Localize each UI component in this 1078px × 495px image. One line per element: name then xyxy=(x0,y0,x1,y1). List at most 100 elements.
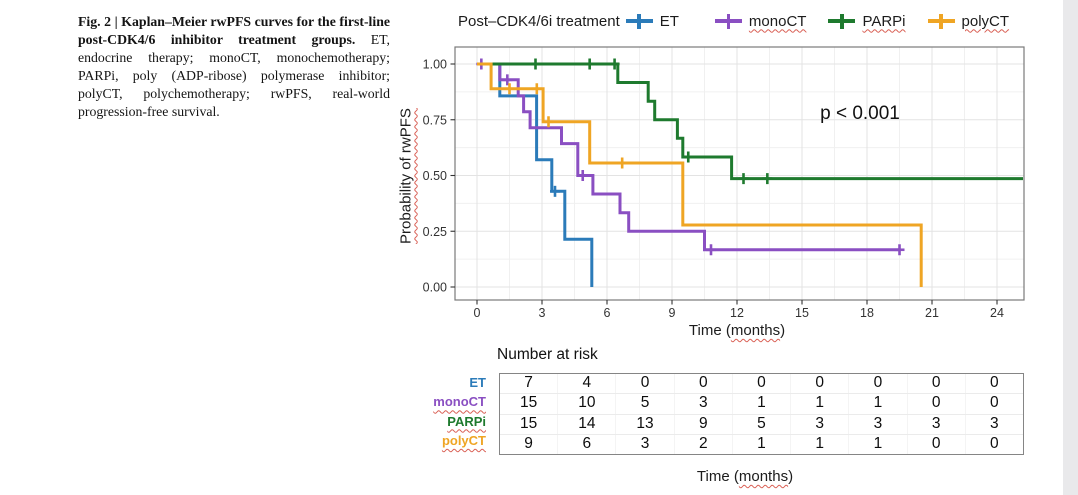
risk-table-row-monoCT: 15 10 5 3 1 1 1 0 0 xyxy=(500,393,1023,414)
km-curve-PARPi xyxy=(477,62,1023,181)
legend-key-icon-monoct xyxy=(714,13,742,29)
y-axis-title: Probability of rwPFS xyxy=(397,108,415,244)
x-axis-title-suffix: ) xyxy=(788,468,794,485)
risk-count-cell: 1 xyxy=(848,394,906,414)
legend-key-icon-et xyxy=(625,13,653,29)
risk-count-cell: 1 xyxy=(731,394,790,414)
risk-count-cell: 0 xyxy=(906,434,965,455)
risk-table-row-labels: ET monoCT PARPi polyCT xyxy=(398,373,486,450)
x-axis-title: Time (months) xyxy=(592,322,882,339)
risk-count-cell: 1 xyxy=(848,434,906,455)
legend-key-icon-parpi xyxy=(828,13,856,29)
risk-count-cell: 5 xyxy=(731,414,790,434)
p-value-annotation: p < 0.001 xyxy=(820,103,900,124)
y-tick-label: 0.75 xyxy=(423,113,447,127)
y-tick-label: 1.00 xyxy=(423,58,447,72)
risk-count-cell: 6 xyxy=(557,434,615,455)
legend-item-polyct: polyCT xyxy=(927,12,1010,30)
risk-row-label-ET: ET xyxy=(469,375,486,390)
risk-count-cell: 3 xyxy=(848,414,906,434)
risk-count-cell: 0 xyxy=(848,374,906,394)
risk-count-cell: 0 xyxy=(964,374,1023,394)
risk-count-cell: 3 xyxy=(964,414,1023,434)
km-survival-plot: 0 3 6 9 12 15 18 21 24 1.00 0.75 0.50 0.25 0.00 xyxy=(423,46,1025,320)
x-axis-title-suffix: ) xyxy=(780,322,786,339)
risk-count-cell: 13 xyxy=(615,414,673,434)
risk-count-cell: 0 xyxy=(731,374,790,394)
legend-label-parpi: PARPi xyxy=(862,12,906,30)
risk-count-cell: 15 xyxy=(519,394,538,412)
legend-label-monoct: monoCT xyxy=(748,12,807,30)
risk-table-x-axis-title: Time (months) xyxy=(600,468,890,485)
risk-count-cell: 0 xyxy=(906,394,965,414)
panel-border xyxy=(454,46,1025,301)
risk-count-cell: 0 xyxy=(790,374,848,394)
x-axis-title-word: months xyxy=(730,322,781,339)
legend-key-icon-polyct xyxy=(927,13,955,29)
key-vertical-bar xyxy=(637,13,642,29)
legend-label-polyct: polyCT xyxy=(961,12,1010,30)
km-curve-ET xyxy=(477,62,594,287)
risk-count-cell: 15 xyxy=(519,414,538,432)
km-curve-polyCT xyxy=(477,62,923,287)
x-tick-label: 21 xyxy=(925,306,939,320)
risk-count-cell: 0 xyxy=(673,374,732,394)
x-tick-label: 15 xyxy=(795,306,809,320)
legend-item-et: ET xyxy=(625,12,679,30)
y-tick-label: 0.00 xyxy=(423,281,447,295)
key-vertical-bar xyxy=(726,13,731,29)
legend-item-parpi: PARPi xyxy=(828,12,906,30)
x-tick-label: 12 xyxy=(730,306,744,320)
x-axis-title-word: months xyxy=(738,468,789,485)
risk-count-cell: 9 xyxy=(673,414,732,434)
risk-count-cell: 0 xyxy=(615,374,673,394)
legend-title: Post–CDK4/6i treatment xyxy=(458,12,620,30)
y-tick-label: 0.25 xyxy=(423,225,447,239)
risk-table-title: Number at risk xyxy=(497,346,598,363)
risk-count-cell: 10 xyxy=(557,394,615,414)
figure-caption: Fig. 2 | Kaplan–Meier rwPFS curves for t… xyxy=(78,13,390,120)
page-edge-strip xyxy=(1063,0,1078,495)
legend-label-et: ET xyxy=(659,12,679,30)
x-tick-label: 6 xyxy=(604,306,611,320)
risk-count-cell: 9 xyxy=(524,434,533,452)
x-tick-label: 9 xyxy=(669,306,676,320)
chart-legend: Post–CDK4/6i treatment ET monoCT PARPi p… xyxy=(458,8,1033,34)
key-vertical-bar xyxy=(840,13,844,29)
x-tick-label: 0 xyxy=(474,306,481,320)
risk-count-cell: 5 xyxy=(615,394,673,414)
risk-count-cell: 1 xyxy=(790,434,848,455)
risk-row-label-monoCT: monoCT xyxy=(433,394,486,410)
risk-count-cell: 3 xyxy=(673,394,732,414)
x-tick-label: 3 xyxy=(539,306,546,320)
risk-count-cell: 2 xyxy=(673,434,732,455)
y-tick-label: 0.50 xyxy=(423,169,447,183)
caption-body: ET, endocrine therapy; monoCT, monochemo… xyxy=(78,31,390,119)
risk-count-cell: 3 xyxy=(790,414,848,434)
risk-count-cell: 3 xyxy=(906,414,965,434)
number-at-risk-table: 7 4 0 0 0 0 0 0 0 15 10 5 3 1 1 1 0 0 15 14 13 9 5 3 3 3 3 9 6 3 2 1 1 1 0… xyxy=(499,373,1024,456)
caption-title: Fig. 2 | Kaplan–Meier rwPFS curves for t… xyxy=(78,14,390,47)
risk-count-cell: 0 xyxy=(964,394,1023,414)
x-tick-label: 18 xyxy=(860,306,874,320)
risk-row-label-polyCT: polyCT xyxy=(441,432,486,448)
plot-panel xyxy=(455,47,1024,300)
risk-table-row-PARPi: 15 14 13 9 5 3 3 3 3 xyxy=(500,413,1023,434)
risk-row-label-PARPi: PARPi xyxy=(447,413,486,429)
risk-count-cell: 1 xyxy=(790,394,848,414)
risk-count-cell: 1 xyxy=(731,434,790,455)
risk-count-cell: 14 xyxy=(557,414,615,434)
x-axis-title-prefix: Time ( xyxy=(696,468,739,485)
risk-count-cell: 7 xyxy=(524,374,533,391)
risk-count-cell: 3 xyxy=(615,434,673,455)
risk-count-cell: 4 xyxy=(557,374,615,394)
risk-count-cell: 0 xyxy=(906,374,965,394)
key-vertical-bar xyxy=(939,13,943,29)
x-tick-label: 24 xyxy=(990,306,1004,320)
x-axis-title-prefix: Time ( xyxy=(688,322,731,339)
legend-item-monoct: monoCT xyxy=(714,12,807,30)
risk-count-cell: 0 xyxy=(964,434,1023,455)
